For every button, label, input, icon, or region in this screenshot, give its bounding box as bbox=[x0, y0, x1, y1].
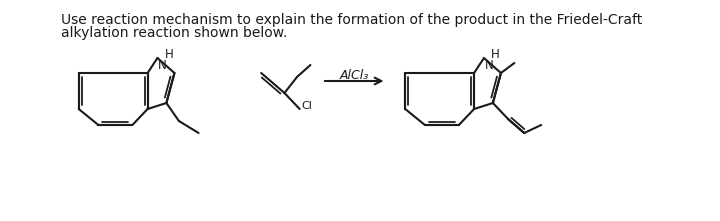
Text: H: H bbox=[165, 48, 174, 61]
Text: N: N bbox=[485, 59, 494, 72]
Text: Cl: Cl bbox=[302, 101, 312, 111]
Text: AlCl₃: AlCl₃ bbox=[340, 69, 369, 82]
Text: alkylation reaction shown below.: alkylation reaction shown below. bbox=[60, 26, 287, 40]
Text: N: N bbox=[158, 59, 167, 72]
Text: H: H bbox=[491, 48, 500, 61]
Text: Use reaction mechanism to explain the formation of the product in the Friedel-Cr: Use reaction mechanism to explain the fo… bbox=[60, 13, 642, 27]
